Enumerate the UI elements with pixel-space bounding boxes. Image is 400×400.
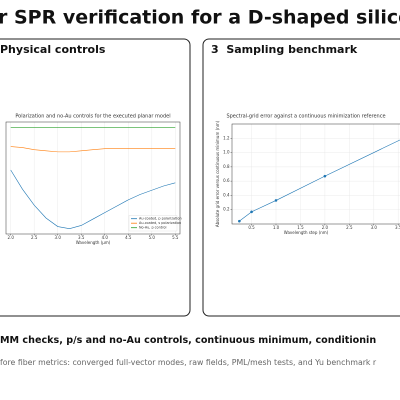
x-tick-label: 2.5 — [346, 225, 353, 230]
x-axis-label: Wavelength (µm) — [76, 240, 111, 245]
x-axis-label: Wavelength step (nm) — [284, 230, 329, 235]
footer-heading: MM checks, p/s and no-Au controls, conti… — [0, 335, 376, 346]
plot-frame — [5, 121, 181, 235]
x-tick-label: 5.5 — [172, 235, 179, 240]
x-tick-label: 4.5 — [125, 235, 132, 240]
x-tick-label: 2.0 — [8, 235, 15, 240]
x-tick-label: 3.5 — [395, 225, 400, 230]
x-tick-label: 2.5 — [31, 235, 38, 240]
legend-label: Au-coated, s polarization — [139, 221, 181, 225]
panel-title: Physical controls — [0, 43, 106, 56]
y-tick-label: 1.0 — [223, 150, 230, 155]
x-tick-label: 0.5 — [248, 225, 255, 230]
x-tick-label: 5.0 — [149, 235, 156, 240]
y-tick-label: 0.4 — [223, 192, 230, 197]
chart-title: Polarization and no-Au controls for the … — [15, 114, 170, 120]
plot-frame — [231, 123, 400, 225]
footer-note: fore fiber metrics: converged full-vecto… — [0, 358, 377, 367]
y-tick-label: 1.2 — [223, 135, 230, 140]
line — [10, 146, 176, 153]
x-tick-label: 2.0 — [322, 225, 329, 230]
x-tick-label: 4.0 — [102, 235, 109, 240]
x-tick-label: 3.0 — [371, 225, 378, 230]
legend-label: No-Au, p control — [139, 226, 166, 230]
legend-label: Au-coated, p polarization — [139, 217, 182, 221]
legend-box — [128, 215, 178, 232]
panel — [0, 38, 191, 317]
panel-title: 3 Sampling benchmark — [211, 43, 358, 56]
marker — [250, 210, 253, 214]
y-axis-label: Absolute grid error versus continuous mi… — [215, 120, 220, 227]
page-title: r SPR verification for a D-shaped silico… — [0, 7, 400, 29]
y-tick-label: 0.8 — [223, 164, 230, 169]
panel — [202, 38, 400, 317]
marker — [274, 199, 278, 202]
line — [10, 169, 176, 229]
y-tick-label: 0.6 — [223, 178, 230, 183]
marker — [323, 174, 327, 178]
y-tick-label: 0.2 — [223, 207, 230, 212]
marker — [238, 219, 241, 223]
x-tick-label: 3.0 — [55, 235, 62, 240]
chart-title: Spectral-grid error against a continuous… — [226, 114, 385, 120]
x-tick-label: 1.0 — [273, 225, 280, 230]
x-tick-label: 3.5 — [78, 235, 85, 240]
x-tick-label: 1.5 — [297, 225, 304, 230]
